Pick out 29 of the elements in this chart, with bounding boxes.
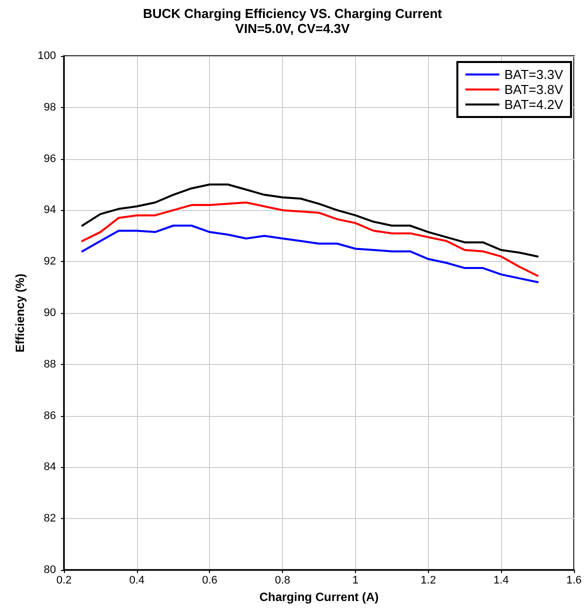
chart-title: BUCK Charging Efficiency VS. Charging Current	[142, 6, 443, 21]
x-tick-label: 0.2	[56, 574, 72, 586]
y-tick-label: 88	[44, 358, 56, 370]
legend-label: BAT=3.3V	[504, 67, 564, 82]
y-tick-label: 90	[44, 307, 56, 319]
x-tick-label: 1.2	[420, 574, 436, 586]
x-tick-label: 0.8	[274, 574, 290, 586]
legend-label: BAT=4.2V	[504, 97, 564, 112]
x-tick-label: 1.4	[493, 574, 509, 586]
x-axis-title: Charging Current (A)	[259, 590, 379, 604]
y-tick-label: 86	[44, 410, 56, 422]
y-tick-label: 80	[44, 564, 56, 576]
y-axis-title: Efficiency (%)	[13, 274, 27, 352]
y-tick-label: 94	[44, 204, 56, 216]
chart-subtitle: VIN=5.0V, CV=4.3V	[235, 21, 350, 36]
y-tick-label: 82	[44, 512, 56, 525]
line-series	[81, 201, 539, 277]
y-tick-label: 98	[44, 101, 56, 114]
legend-label: BAT=3.8V	[504, 82, 564, 97]
y-tick-label: 100	[38, 50, 56, 62]
y-tick-label: 84	[44, 461, 56, 474]
line-series	[81, 224, 539, 284]
y-tick-label: 92	[44, 256, 56, 268]
x-tick-label: 0.4	[129, 574, 145, 586]
x-tick-label: 0.6	[202, 574, 218, 586]
y-tick-label: 96	[44, 152, 56, 165]
line-series	[81, 184, 539, 258]
x-tick-label: 1.6	[566, 574, 582, 586]
x-tick-label: 1	[352, 574, 358, 586]
